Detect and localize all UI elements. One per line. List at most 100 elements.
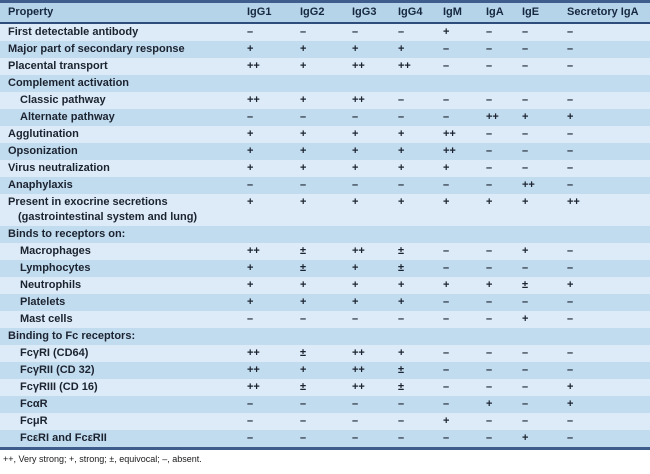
property-label: FcαR [20,398,48,410]
value-cell: – [239,23,292,41]
property-cell: Mast cells [0,311,239,328]
value-cell: – [514,413,559,430]
value-cell [435,75,478,92]
property-label: Alternate pathway [20,111,115,123]
value-cell: + [292,194,344,226]
value-cell: + [344,41,390,58]
value-cell: – [435,379,478,396]
property-cell: FcμR [0,413,239,430]
value-cell: ++ [344,379,390,396]
value-cell: – [292,23,344,41]
property-label: Binding to Fc receptors: [8,330,136,342]
value-cell: – [514,41,559,58]
value-cell [344,75,390,92]
table-row: Opsonization + + + + ++ – – – [0,143,650,160]
value-cell: – [239,177,292,194]
table-row: FcαR – – – – – + – + [0,396,650,413]
value-cell: + [435,194,478,226]
table-row: Agglutination + + + + ++ – – – [0,126,650,143]
value-cell: – [559,23,650,41]
value-cell [435,328,478,345]
value-cell: – [390,430,435,449]
value-cell: – [478,177,514,194]
property-label: Anaphylaxis [8,179,73,191]
value-cell: – [559,126,650,143]
value-cell: – [435,243,478,260]
value-cell: + [292,362,344,379]
table-row: FcεRI and FcεRII – – – – – – + – [0,430,650,449]
value-cell: – [390,396,435,413]
value-cell: – [390,413,435,430]
value-cell: – [292,430,344,449]
value-cell: ± [390,362,435,379]
property-cell: Alternate pathway [0,109,239,126]
table-row: Placental transport ++ + ++ ++ – – – – [0,58,650,75]
value-cell: + [559,379,650,396]
value-cell: – [390,109,435,126]
value-cell: + [559,109,650,126]
value-cell: ++ [390,58,435,75]
column-header: IgG2 [292,1,344,24]
value-cell: – [292,109,344,126]
property-cell: Binding to Fc receptors: [0,328,239,345]
property-cell: FcγRI (CD64) [0,345,239,362]
value-cell: – [478,430,514,449]
table-row: Alternate pathway – – – – – ++ + + [0,109,650,126]
column-header: IgM [435,1,478,24]
value-cell: ++ [239,362,292,379]
value-cell: ± [390,379,435,396]
section-header-row: Complement activation [0,75,650,92]
value-cell: + [435,277,478,294]
value-cell: + [239,194,292,226]
value-cell: – [559,294,650,311]
value-cell: – [344,109,390,126]
value-cell: ++ [559,194,650,226]
property-label: Macrophages [20,245,91,257]
value-cell: – [435,311,478,328]
property-cell: Classic pathway [0,92,239,109]
value-cell: ± [390,260,435,277]
value-cell: – [559,345,650,362]
value-cell [514,226,559,243]
value-cell: – [478,143,514,160]
property-label: Major part of secondary response [8,43,185,55]
value-cell: + [390,160,435,177]
property-label: Neutrophils [20,279,82,291]
value-cell: – [390,92,435,109]
table-row: FcγRIII (CD 16) ++ ± ++ ± – – – + [0,379,650,396]
header-row: Property IgG1 IgG2 IgG3 IgG4 IgM IgA IgE Secreto… [0,1,650,24]
value-cell: ++ [478,109,514,126]
value-cell: + [478,194,514,226]
value-cell: ++ [239,58,292,75]
value-cell [292,328,344,345]
value-cell [390,226,435,243]
value-cell [239,328,292,345]
value-cell: + [478,396,514,413]
property-label: Platelets [20,296,66,308]
value-cell: + [390,126,435,143]
value-cell: – [514,143,559,160]
property-label: Mast cells [20,313,73,325]
value-cell [344,226,390,243]
value-cell: ++ [344,243,390,260]
value-cell: – [478,362,514,379]
value-cell [292,226,344,243]
property-label: Binds to receptors on: [8,228,126,240]
value-cell: + [239,260,292,277]
value-cell: + [435,23,478,41]
value-cell: – [344,396,390,413]
value-cell [435,226,478,243]
value-cell: + [239,126,292,143]
property-label: FcγRIII (CD 16) [20,381,98,393]
column-header: IgA [478,1,514,24]
value-cell: + [514,311,559,328]
value-cell: – [478,23,514,41]
value-cell: – [478,379,514,396]
property-cell: Binds to receptors on: [0,226,239,243]
value-cell: + [390,294,435,311]
value-cell: + [514,109,559,126]
value-cell: – [559,413,650,430]
value-cell: + [514,430,559,449]
property-cell: Placental transport [0,58,239,75]
value-cell: + [514,194,559,226]
